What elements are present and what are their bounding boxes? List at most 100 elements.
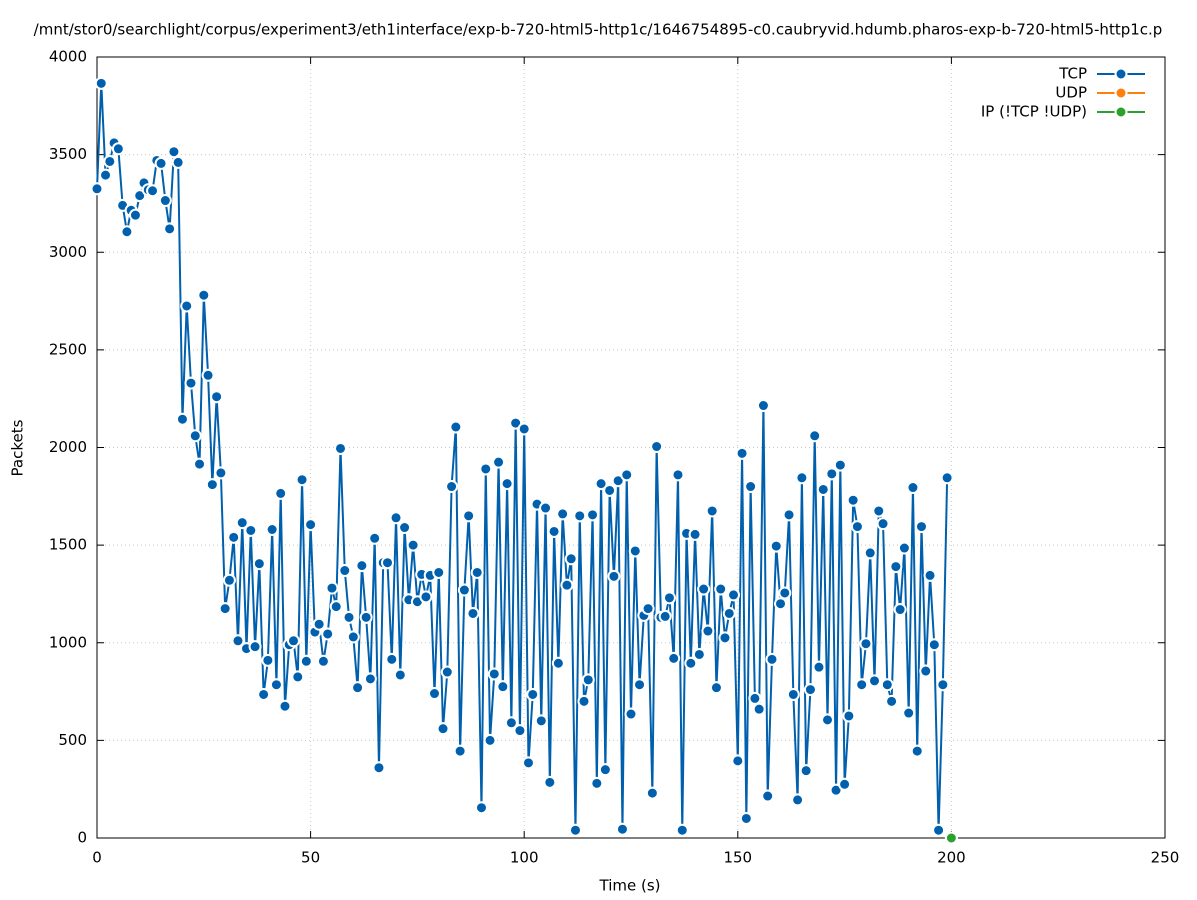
data-point — [440, 665, 454, 679]
y-tick-label: 2500 — [49, 340, 87, 358]
data-point — [628, 544, 642, 558]
data-point — [846, 493, 860, 507]
data-point — [607, 569, 621, 583]
data-point — [278, 699, 292, 713]
data-point — [829, 783, 843, 797]
data-point — [521, 756, 535, 770]
data-point — [932, 823, 946, 837]
data-point — [919, 664, 933, 678]
data-point — [821, 713, 835, 727]
data-point — [744, 480, 758, 494]
data-point — [419, 590, 433, 604]
data-point — [842, 709, 856, 723]
data-point — [500, 477, 514, 491]
data-point — [756, 399, 770, 413]
data-point — [222, 573, 236, 587]
data-point — [923, 568, 937, 582]
data-point — [838, 777, 852, 791]
data-point — [427, 687, 441, 701]
legend-label: TCP — [1058, 65, 1087, 83]
data-point — [355, 559, 369, 573]
data-point — [496, 680, 510, 694]
chart-title: /mnt/stor0/searchlight/corpus/experiment… — [34, 21, 1163, 39]
data-point — [479, 462, 493, 476]
y-tick-label: 2000 — [49, 438, 87, 456]
data-point — [99, 168, 113, 182]
data-point — [474, 801, 488, 815]
data-point — [445, 480, 459, 494]
data-point — [564, 552, 578, 566]
data-point — [120, 225, 134, 239]
data-point — [889, 560, 903, 574]
data-point — [128, 208, 142, 222]
data-point — [748, 691, 762, 705]
data-point — [560, 578, 574, 592]
data-point — [368, 531, 382, 545]
x-axis-label: Time (s) — [599, 877, 661, 895]
data-point — [257, 687, 271, 701]
data-point — [299, 654, 313, 668]
data-point — [543, 775, 557, 789]
data-point — [94, 76, 108, 90]
data-point — [214, 466, 228, 480]
data-point — [167, 145, 181, 159]
x-tick-label: 250 — [1151, 849, 1180, 867]
data-point — [885, 694, 899, 708]
data-point — [218, 602, 232, 616]
data-point — [611, 474, 625, 488]
data-point — [603, 483, 617, 497]
data-point — [893, 603, 907, 617]
data-point — [449, 420, 463, 434]
data-point — [338, 564, 352, 578]
data-point — [205, 478, 219, 492]
data-point — [393, 668, 407, 682]
data-point — [551, 656, 565, 670]
data-point — [372, 761, 386, 775]
data-point — [880, 678, 894, 692]
data-point — [786, 687, 800, 701]
data-point — [573, 509, 587, 523]
data-point — [799, 764, 813, 778]
data-point — [466, 606, 480, 620]
data-point — [863, 546, 877, 560]
data-point — [389, 511, 403, 525]
data-point — [658, 609, 672, 623]
data-point — [914, 520, 928, 534]
data-point — [795, 471, 809, 485]
data-point — [504, 716, 518, 730]
legend-label: UDP — [1055, 84, 1087, 102]
data-point — [180, 299, 194, 313]
data-point — [739, 811, 753, 825]
data-point — [304, 518, 318, 532]
data-point — [146, 184, 160, 198]
data-point — [697, 582, 711, 596]
data-point — [316, 654, 330, 668]
data-point — [359, 610, 373, 624]
data-point — [803, 683, 817, 697]
data-point — [334, 441, 348, 455]
data-point — [547, 524, 561, 538]
data-point — [714, 582, 728, 596]
data-point — [517, 422, 531, 436]
data-point — [184, 376, 198, 390]
data-point — [675, 823, 689, 837]
data-point — [526, 687, 540, 701]
data-point — [453, 744, 467, 758]
data-point — [902, 706, 916, 720]
y-tick-label: 1500 — [49, 536, 87, 554]
data-point — [868, 674, 882, 688]
data-point — [269, 678, 283, 692]
series-line — [96, 83, 949, 831]
data-point — [346, 630, 360, 644]
data-point — [487, 667, 501, 681]
data-point — [586, 508, 600, 522]
y-tick-label: 3500 — [49, 145, 87, 163]
data-point — [513, 724, 527, 738]
data-point — [312, 617, 326, 631]
data-point — [812, 660, 826, 674]
data-point — [295, 473, 309, 487]
data-point — [568, 823, 582, 837]
data-point — [722, 606, 736, 620]
data-point — [701, 624, 715, 638]
data-point — [261, 653, 275, 667]
